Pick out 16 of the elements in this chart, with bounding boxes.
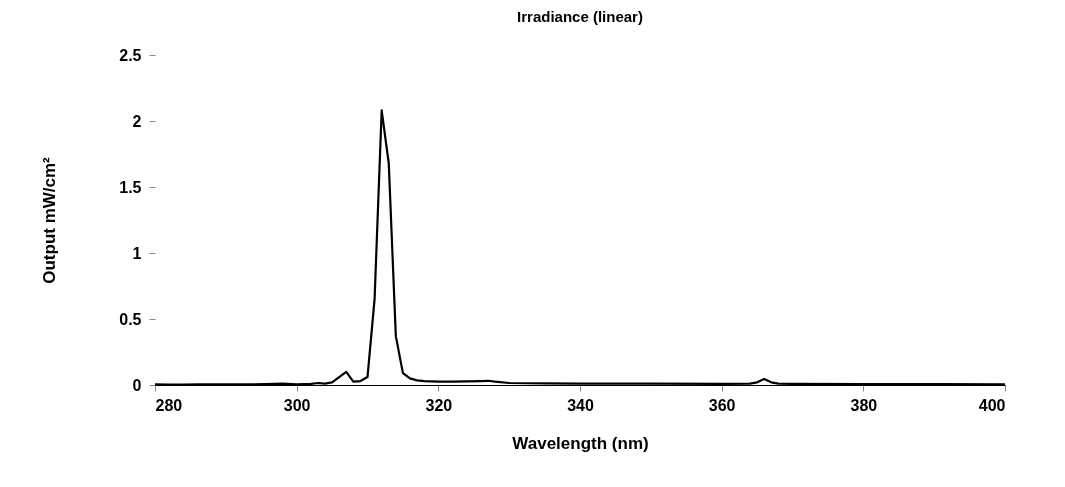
x-axis-title: Wavelength (nm)	[512, 433, 649, 453]
x-tick-label: 280	[155, 396, 183, 414]
y-tick-label: 2	[132, 112, 142, 130]
y-tick-label: 0	[132, 376, 142, 394]
y-tick-label: 0.5	[119, 310, 142, 328]
x-tick-label: 340	[567, 396, 594, 414]
y-axis-title: Output mW/cm²	[40, 156, 60, 284]
x-tick-label: 380	[850, 396, 878, 414]
y-tick-label: 1	[132, 244, 142, 262]
y-tick-label: 2.5	[119, 46, 142, 64]
x-tick-label: 320	[425, 396, 453, 414]
x-tick-label: 360	[708, 396, 736, 414]
chart-title: Irradiance (linear)	[517, 8, 643, 25]
x-tick-label: 300	[283, 396, 311, 414]
x-tick-label: 400	[978, 396, 1006, 414]
y-tick-label: 1.5	[119, 178, 142, 196]
